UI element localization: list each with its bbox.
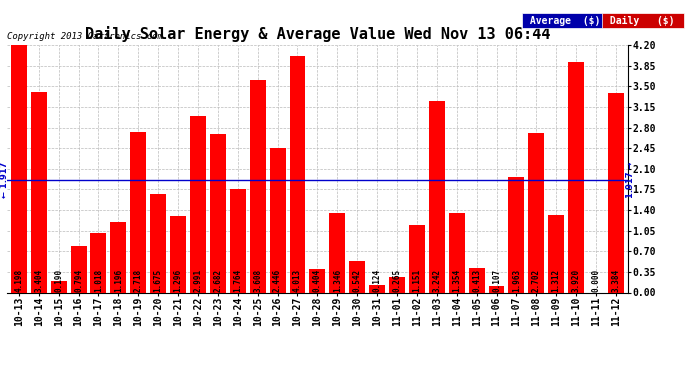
Text: 1.764: 1.764 (233, 269, 242, 292)
Bar (31, 92, 47, 292)
Text: 2.682: 2.682 (213, 269, 222, 292)
Text: 1.296: 1.296 (174, 269, 183, 292)
Text: 2.718: 2.718 (134, 269, 143, 292)
Text: 1.346: 1.346 (333, 269, 342, 292)
Text: Average  ($): Average ($) (524, 16, 607, 26)
Bar (389, 277, 405, 292)
Text: 3.384: 3.384 (611, 269, 620, 292)
Bar (230, 189, 246, 292)
Text: 1.675: 1.675 (154, 269, 163, 292)
Text: 0.542: 0.542 (353, 269, 362, 292)
Bar (290, 56, 306, 292)
Bar (329, 213, 345, 292)
Bar (448, 213, 464, 292)
Bar (608, 93, 624, 292)
Bar (489, 286, 504, 292)
Bar (549, 215, 564, 292)
Bar (210, 135, 226, 292)
Bar (369, 285, 385, 292)
Text: 1.917 →: 1.917 → (626, 161, 635, 198)
Text: 3.242: 3.242 (433, 269, 442, 292)
Text: 4.198: 4.198 (14, 269, 23, 292)
Text: Copyright 2013 Cartronics.com: Copyright 2013 Cartronics.com (7, 32, 163, 41)
Bar (110, 222, 126, 292)
Text: ← 1.917: ← 1.917 (0, 161, 9, 198)
Bar (50, 281, 67, 292)
Text: 1.018: 1.018 (94, 269, 103, 292)
Text: 0.190: 0.190 (54, 269, 63, 292)
Title: Daily Solar Energy & Average Value Wed Nov 13 06:44: Daily Solar Energy & Average Value Wed N… (85, 27, 550, 42)
Text: 0.000: 0.000 (591, 269, 600, 292)
Text: 4.013: 4.013 (293, 269, 302, 292)
Bar (250, 80, 266, 292)
Bar (349, 261, 365, 292)
Text: 2.446: 2.446 (273, 269, 282, 292)
Text: 1.354: 1.354 (452, 269, 461, 292)
Bar (309, 269, 326, 292)
Text: 3.404: 3.404 (34, 269, 43, 292)
Text: 3.608: 3.608 (253, 269, 262, 292)
Bar (429, 102, 445, 292)
Text: 3.920: 3.920 (571, 269, 581, 292)
Bar (509, 177, 524, 292)
Text: 0.265: 0.265 (393, 269, 402, 292)
Bar (90, 232, 106, 292)
Bar (270, 148, 286, 292)
Bar (11, 45, 27, 292)
Text: 1.312: 1.312 (552, 269, 561, 292)
Bar (70, 246, 86, 292)
Text: Daily   ($): Daily ($) (604, 16, 681, 26)
Text: 0.413: 0.413 (472, 269, 481, 292)
Text: 2.702: 2.702 (532, 269, 541, 292)
Text: 1.963: 1.963 (512, 269, 521, 292)
Bar (469, 268, 484, 292)
Text: 0.404: 0.404 (313, 269, 322, 292)
Text: 0.107: 0.107 (492, 269, 501, 292)
Bar (409, 225, 425, 292)
Text: 0.124: 0.124 (373, 269, 382, 292)
Bar (130, 132, 146, 292)
Text: 1.151: 1.151 (413, 269, 422, 292)
Text: 1.196: 1.196 (114, 269, 123, 292)
Bar (150, 194, 166, 292)
Bar (568, 62, 584, 292)
Text: 0.794: 0.794 (74, 269, 83, 292)
Bar (190, 116, 206, 292)
Bar (529, 133, 544, 292)
Text: 2.991: 2.991 (193, 269, 202, 292)
Bar (170, 216, 186, 292)
